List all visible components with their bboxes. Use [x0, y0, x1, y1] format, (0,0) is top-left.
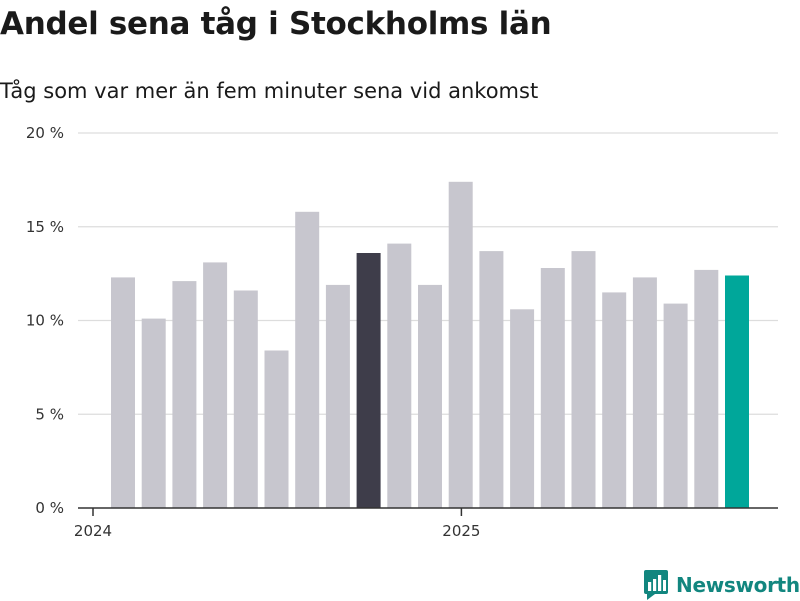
y-tick-label: 20 %	[26, 124, 64, 142]
y-tick-label: 10 %	[26, 312, 64, 330]
bar	[663, 303, 688, 508]
bar	[203, 262, 228, 508]
chart-subtitle: Tåg som var mer än fem minuter sena vid …	[0, 79, 539, 103]
bar	[172, 281, 197, 508]
bar	[602, 292, 627, 508]
bar	[356, 253, 381, 508]
bar	[295, 211, 320, 509]
bar	[540, 268, 565, 508]
bar	[479, 251, 504, 508]
chart-title: Andel sena tåg i Stockholms län	[0, 6, 552, 42]
newsworthy-logo-icon	[644, 570, 668, 600]
bar	[264, 350, 289, 508]
y-tick-label: 0 %	[35, 499, 64, 517]
y-tick-label: 5 %	[35, 405, 64, 423]
bar	[418, 284, 442, 508]
bar	[448, 181, 473, 509]
bars	[111, 181, 749, 509]
bar	[632, 277, 657, 508]
axes: 0 % 5 % 10 % 15 % 20 % 2024 2025	[26, 124, 778, 540]
bar	[233, 290, 258, 508]
bar	[694, 269, 719, 508]
newsworthy-logo: Newsworthy	[644, 569, 800, 601]
bar	[725, 275, 749, 508]
bar	[387, 243, 412, 508]
bar-chart: 0 % 5 % 10 % 15 % 20 % 2024 2025	[26, 124, 778, 540]
bar	[510, 309, 535, 509]
bar	[141, 318, 166, 508]
bar	[325, 284, 350, 508]
x-tick-label: 2025	[442, 522, 480, 540]
newsworthy-logo-text: Newsworthy	[676, 573, 800, 597]
bar	[571, 251, 596, 508]
y-tick-label: 15 %	[26, 218, 64, 236]
x-tick-label: 2024	[74, 522, 112, 540]
bar	[111, 277, 135, 508]
